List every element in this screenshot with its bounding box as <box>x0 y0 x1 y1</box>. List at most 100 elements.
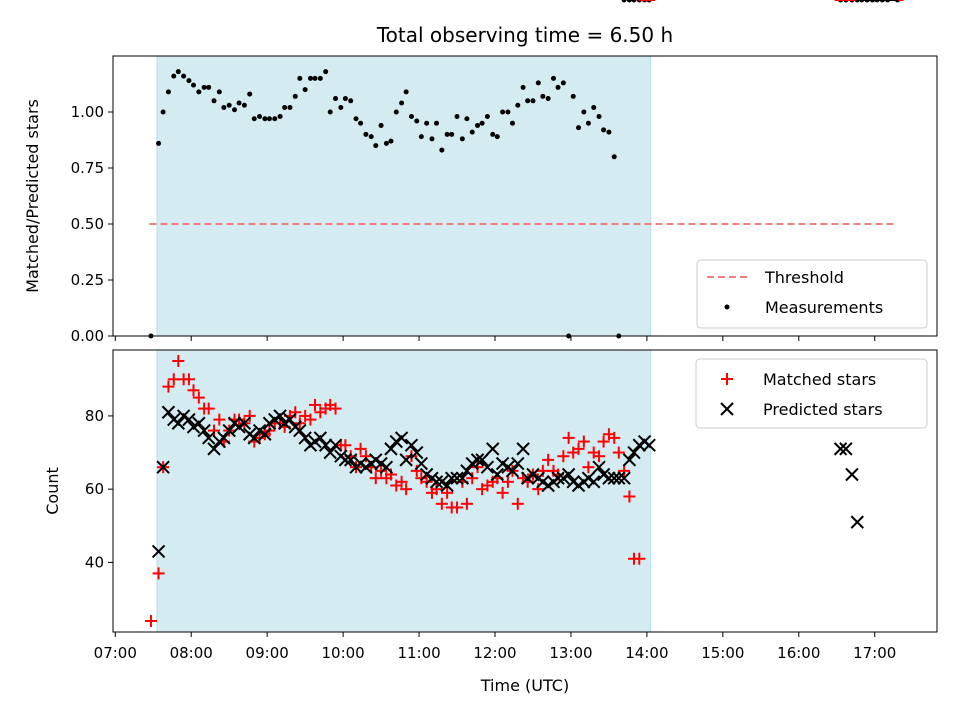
measurement-point <box>388 138 394 144</box>
measurement-point <box>358 120 364 126</box>
predicted-star-point <box>516 442 530 456</box>
matched-star-point <box>289 406 302 419</box>
bottom-y-tick-label: 40 <box>85 553 104 571</box>
predicted-star-point <box>561 467 576 482</box>
predicted-star-point <box>192 416 206 430</box>
measurement-point <box>540 93 546 99</box>
measurement-point <box>525 98 531 104</box>
matched-star-point <box>593 450 606 463</box>
predicted-stars-series <box>151 0 899 559</box>
predicted-star-point <box>313 431 328 445</box>
matched-star-point <box>623 490 636 503</box>
predicted-star-point <box>343 453 358 467</box>
measurement-point <box>317 75 323 81</box>
predicted-star-point <box>460 464 474 478</box>
predicted-star-point <box>171 416 186 430</box>
bottom-legend: Matched stars Predicted stars <box>695 358 928 429</box>
matched-star-point <box>359 450 372 463</box>
measurement-point <box>266 116 272 122</box>
predicted-star-point <box>450 471 464 485</box>
predicted-star-point <box>237 416 252 430</box>
measurement-point <box>454 113 460 119</box>
predicted-star-point <box>475 453 489 467</box>
measurement-point <box>464 116 470 122</box>
measurement-point <box>439 147 445 153</box>
measurement-point <box>631 0 637 3</box>
measurement-point <box>221 105 227 111</box>
matched-star-point <box>557 450 570 463</box>
legend-measurements-label: Measurements <box>765 298 883 317</box>
predicted-star-point <box>845 467 859 482</box>
top-legend: Threshold Measurements <box>696 259 928 329</box>
measurement-point <box>475 122 481 128</box>
matched-star-point <box>435 497 448 510</box>
measurement-point <box>241 102 247 108</box>
measurement-point <box>560 80 566 86</box>
predicted-star-point <box>318 438 333 452</box>
matched-star-point <box>420 475 433 488</box>
measurement-point <box>429 136 435 142</box>
predicted-star-point <box>551 471 565 485</box>
predicted-star-point <box>511 456 525 471</box>
matched-star-point <box>369 472 382 485</box>
matched-star-point <box>501 475 514 488</box>
measurement-point <box>251 116 257 122</box>
x-tick-label: 11:00 <box>397 644 440 662</box>
matched-star-point <box>329 402 342 415</box>
x-tick-label: 07:00 <box>94 644 137 662</box>
predicted-star-point <box>399 453 413 467</box>
measurement-point <box>449 131 455 137</box>
top-observing-window <box>156 55 652 337</box>
measurement-point <box>307 75 313 81</box>
measurement-point <box>342 96 348 102</box>
predicted-star-point <box>258 427 272 441</box>
x-tick-label: 08:00 <box>170 644 213 662</box>
predicted-star-point <box>222 423 236 438</box>
measurement-point <box>272 116 278 122</box>
x-tick-label: 09:00 <box>246 644 289 662</box>
legend-matched-label: Matched stars <box>763 370 876 389</box>
measurement-point <box>530 98 536 104</box>
measurement-point <box>576 125 582 131</box>
predicted-star-point <box>410 445 424 460</box>
matched-star-point <box>511 497 524 510</box>
predicted-star-point <box>293 423 307 438</box>
bottom-y-ticks: 40 60 80 <box>85 407 113 571</box>
chart-title: Total observing time = 6.50 h <box>376 23 673 47</box>
measurements-series <box>148 0 901 339</box>
matched-star-point <box>496 486 509 499</box>
predicted-star-point <box>486 442 500 456</box>
predicted-star-point <box>440 478 454 493</box>
bottom-axes-frame <box>112 349 938 633</box>
x-tick-label: 17:00 <box>853 644 896 662</box>
measurement-point <box>484 113 490 119</box>
measurement-point <box>585 120 591 126</box>
matched-star-point <box>466 472 479 485</box>
measurement-point <box>596 113 602 119</box>
matched-star-point <box>152 567 165 580</box>
bottom-legend-box <box>695 358 928 429</box>
measurement-point <box>181 73 187 79</box>
top-y-tick-label: 0.75 <box>71 159 104 177</box>
measurement-point <box>312 75 318 81</box>
matched-star-point <box>187 384 200 397</box>
measurement-point <box>459 136 465 142</box>
matched-star-point <box>208 424 221 437</box>
matched-star-point <box>441 486 454 499</box>
predicted-star-point <box>217 431 231 445</box>
measurement-point <box>601 127 607 133</box>
predicted-star-point <box>273 409 287 423</box>
measurement-point <box>414 118 420 124</box>
measurement-point <box>494 134 500 140</box>
predicted-star-point <box>833 442 848 456</box>
x-tick-label: 16:00 <box>777 644 820 662</box>
predicted-star-point <box>201 431 216 445</box>
matched-star-point <box>633 552 646 565</box>
measurement-point <box>434 120 440 126</box>
top-y-tick-label: 0.25 <box>71 271 104 289</box>
predicted-star-point <box>470 453 485 467</box>
top-y-axis-label: Matched/Predicted stars <box>23 99 42 293</box>
measurement-point <box>201 84 207 90</box>
measurement-point <box>424 120 430 126</box>
top-panel: 0.00 0.25 0.50 0.75 1.00 Matched/Predicted s… <box>23 0 938 345</box>
